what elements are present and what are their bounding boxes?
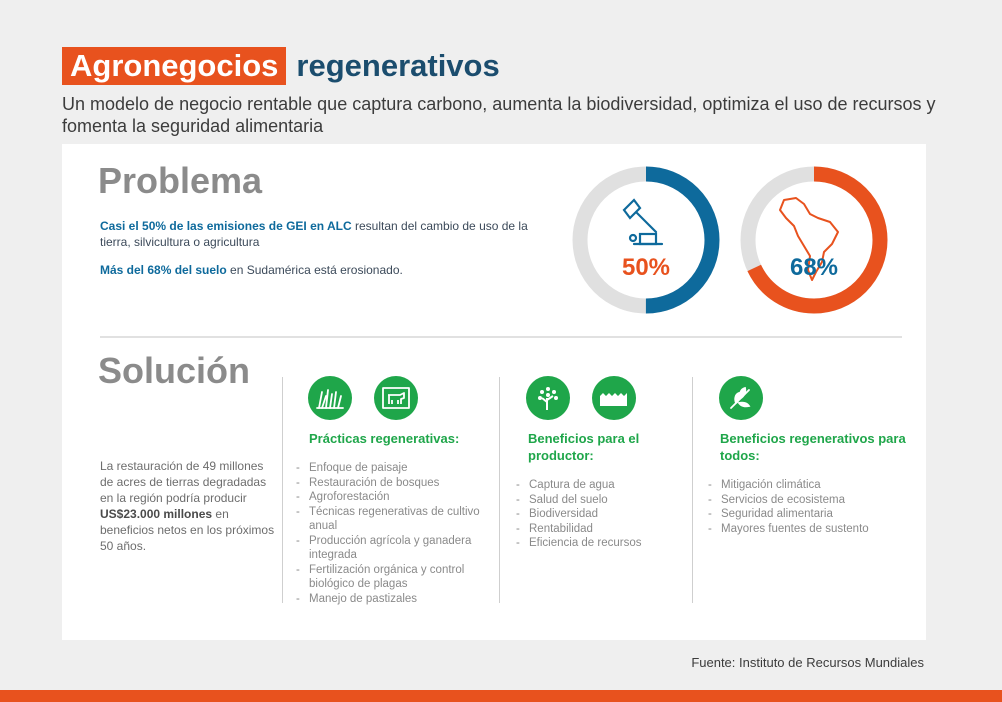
title-rest: regenerativos bbox=[296, 48, 500, 83]
problem-paragraph-2-bold: Más del 68% del suelo bbox=[100, 263, 227, 277]
emissions-stat-label: 50% bbox=[622, 254, 670, 281]
grass-icon bbox=[308, 376, 352, 420]
column-divider-2 bbox=[499, 377, 500, 603]
problem-paragraph-2-rest: en Sudamérica está erosionado. bbox=[226, 263, 403, 277]
producer-benefits-title: Beneficios para el productor: bbox=[528, 431, 640, 463]
content-card: Problema Casi el 50% de las emisiones de… bbox=[62, 144, 926, 640]
list-item: Seguridad alimentaria bbox=[708, 507, 908, 522]
solution-paragraph: La restauración de 49 millones de acres … bbox=[100, 458, 280, 554]
title: Agronegocios regenerativos bbox=[62, 47, 500, 85]
list-item: Técnicas regenerativas de cultivo anual bbox=[296, 505, 496, 534]
solution-text-bold: US$23.000 millones bbox=[100, 507, 213, 521]
erosion-donut-arc bbox=[740, 166, 888, 314]
erosion-donut: 68% bbox=[740, 166, 888, 314]
list-item: Restauración de bosques bbox=[296, 476, 496, 491]
list-item: Mitigación climática bbox=[708, 478, 908, 493]
problem-paragraph-1: Casi el 50% de las emisiones de GEI en A… bbox=[100, 218, 560, 250]
title-highlight: Agronegocios bbox=[62, 47, 287, 85]
latin-america-map-icon bbox=[779, 197, 839, 281]
list-item: Salud del suelo bbox=[516, 493, 686, 508]
practices-title: Prácticas regenerativas: bbox=[309, 431, 460, 446]
emissions-donut: 50% bbox=[572, 166, 720, 314]
list-item: Mayores fuentes de sustento bbox=[708, 522, 908, 537]
problem-paragraph-1-rest: resultan del cambio de uso de la tierra,… bbox=[100, 219, 528, 249]
section-divider bbox=[100, 336, 902, 338]
erosion-stat-label: 68% bbox=[790, 254, 838, 281]
soil-icon bbox=[592, 376, 636, 420]
solution-text-post: en beneficios netos en los próximos 50 a… bbox=[100, 507, 275, 553]
list-item: Eficiencia de recursos bbox=[516, 536, 686, 551]
subtitle: Un modelo de negocio rentable que captur… bbox=[62, 94, 936, 136]
solution-text-pre: La restauración de 49 millones de acres … bbox=[100, 459, 267, 505]
list-item: Fertilización orgánica y control biológi… bbox=[296, 563, 496, 592]
everyone-benefits-list: Mitigación climáticaServicios de ecosist… bbox=[708, 478, 908, 536]
tree-icon bbox=[526, 376, 570, 420]
problem-paragraph-2: Más del 68% del suelo en Sudamérica está… bbox=[100, 262, 560, 278]
list-item: Enfoque de paisaje bbox=[296, 461, 496, 476]
practices-list: Enfoque de paisajeRestauración de bosque… bbox=[296, 461, 496, 606]
emissions-donut-arc bbox=[572, 166, 720, 314]
producer-benefits-list: Captura de aguaSalud del sueloBiodiversi… bbox=[516, 478, 686, 551]
everyone-benefits-title: Beneficios regenerativos para todos: bbox=[720, 431, 906, 463]
cow-icon bbox=[374, 376, 418, 420]
list-item: Manejo de pastizales bbox=[296, 592, 496, 607]
axe-stump-icon bbox=[622, 198, 664, 246]
list-item: Producción agrícola y ganadera integrada bbox=[296, 534, 496, 563]
list-item: Servicios de ecosistema bbox=[708, 493, 908, 508]
column-divider-1 bbox=[282, 377, 283, 603]
list-item: Agroforestación bbox=[296, 490, 496, 505]
list-item: Rentabilidad bbox=[516, 522, 686, 537]
solution-heading: Solución bbox=[98, 350, 250, 391]
column-divider-3 bbox=[692, 377, 693, 603]
source-note: Fuente: Instituto de Recursos Mundiales bbox=[691, 655, 924, 670]
problem-paragraph-1-bold: Casi el 50% de las emisiones de GEI en A… bbox=[100, 219, 352, 233]
list-item: Biodiversidad bbox=[516, 507, 686, 522]
bottom-accent-bar bbox=[0, 690, 1002, 702]
leaves-icon bbox=[719, 376, 763, 420]
problem-heading: Problema bbox=[98, 160, 263, 201]
list-item: Captura de agua bbox=[516, 478, 686, 493]
